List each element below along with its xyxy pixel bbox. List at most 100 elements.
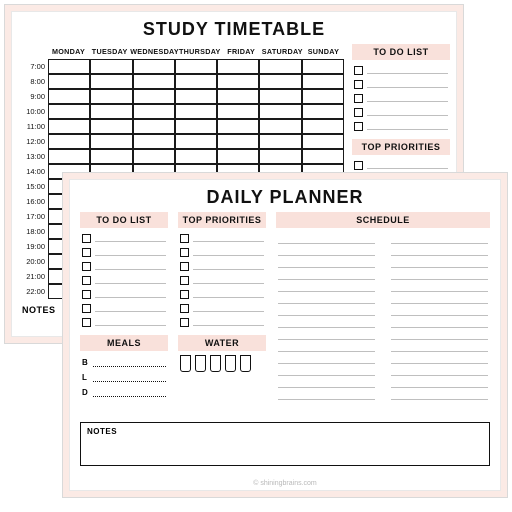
schedule-line[interactable] [391,352,488,364]
timetable-cell[interactable] [259,149,301,164]
timetable-cell[interactable] [48,74,90,89]
schedule-line[interactable] [391,376,488,388]
check-line[interactable] [354,91,448,105]
timetable-cell[interactable] [175,134,217,149]
timetable-cell[interactable] [259,89,301,104]
timetable-cell[interactable] [175,104,217,119]
meal-row[interactable]: D [82,385,166,400]
schedule-line[interactable] [278,328,375,340]
timetable-cell[interactable] [259,104,301,119]
water-glass-icon[interactable] [225,355,236,372]
water-glass-icon[interactable] [195,355,206,372]
timetable-cell[interactable] [217,74,259,89]
timetable-cell[interactable] [133,149,175,164]
check-line[interactable] [82,259,166,273]
timetable-cell[interactable] [133,59,175,74]
schedule-line[interactable] [278,244,375,256]
schedule-line[interactable] [391,328,488,340]
check-line[interactable] [180,259,264,273]
schedule-line[interactable] [278,256,375,268]
schedule-line[interactable] [391,256,488,268]
schedule-line[interactable] [391,304,488,316]
check-line[interactable] [82,245,166,259]
schedule-line[interactable] [278,364,375,376]
schedule-line[interactable] [391,292,488,304]
check-line[interactable] [82,231,166,245]
timetable-cell[interactable] [175,149,217,164]
schedule-line[interactable] [391,316,488,328]
timetable-cell[interactable] [302,119,344,134]
schedule-line[interactable] [391,268,488,280]
schedule-line[interactable] [391,232,488,244]
check-line[interactable] [180,287,264,301]
check-line[interactable] [354,105,448,119]
check-line[interactable] [82,301,166,315]
timetable-cell[interactable] [259,119,301,134]
timetable-cell[interactable] [302,104,344,119]
schedule-line[interactable] [391,244,488,256]
timetable-cell[interactable] [90,134,132,149]
schedule-line[interactable] [391,340,488,352]
check-line[interactable] [354,63,448,77]
timetable-cell[interactable] [302,74,344,89]
timetable-cell[interactable] [175,59,217,74]
timetable-cell[interactable] [175,119,217,134]
timetable-cell[interactable] [133,104,175,119]
timetable-cell[interactable] [217,119,259,134]
timetable-cell[interactable] [48,149,90,164]
timetable-cell[interactable] [302,134,344,149]
schedule-line[interactable] [278,292,375,304]
timetable-cell[interactable] [133,74,175,89]
timetable-cell[interactable] [48,134,90,149]
meal-row[interactable]: B [82,355,166,370]
timetable-cell[interactable] [259,134,301,149]
timetable-cell[interactable] [48,89,90,104]
timetable-cell[interactable] [90,104,132,119]
timetable-cell[interactable] [48,119,90,134]
meal-row[interactable]: L [82,370,166,385]
timetable-cell[interactable] [90,59,132,74]
schedule-line[interactable] [278,388,375,400]
check-line[interactable] [180,273,264,287]
schedule-line[interactable] [391,280,488,292]
check-line[interactable] [180,231,264,245]
water-glass-icon[interactable] [240,355,251,372]
schedule-line[interactable] [278,352,375,364]
schedule-line[interactable] [278,280,375,292]
check-line[interactable] [82,315,166,329]
timetable-cell[interactable] [48,104,90,119]
timetable-cell[interactable] [133,119,175,134]
check-line[interactable] [82,287,166,301]
timetable-cell[interactable] [259,74,301,89]
schedule-line[interactable] [391,388,488,400]
timetable-cell[interactable] [175,74,217,89]
timetable-cell[interactable] [302,149,344,164]
timetable-cell[interactable] [48,59,90,74]
timetable-cell[interactable] [217,104,259,119]
schedule-line[interactable] [278,304,375,316]
check-line[interactable] [180,245,264,259]
timetable-cell[interactable] [259,59,301,74]
timetable-cell[interactable] [217,134,259,149]
timetable-cell[interactable] [175,89,217,104]
schedule-line[interactable] [278,268,375,280]
timetable-cell[interactable] [90,89,132,104]
timetable-cell[interactable] [90,149,132,164]
water-glass-icon[interactable] [210,355,221,372]
schedule-line[interactable] [391,364,488,376]
schedule-line[interactable] [278,376,375,388]
timetable-cell[interactable] [302,89,344,104]
check-line[interactable] [180,315,264,329]
timetable-cell[interactable] [217,59,259,74]
check-line[interactable] [354,158,448,172]
check-line[interactable] [82,273,166,287]
timetable-cell[interactable] [133,89,175,104]
check-line[interactable] [354,119,448,133]
timetable-cell[interactable] [133,134,175,149]
schedule-line[interactable] [278,316,375,328]
water-glass-icon[interactable] [180,355,191,372]
timetable-cell[interactable] [302,59,344,74]
check-line[interactable] [180,301,264,315]
timetable-cell[interactable] [90,119,132,134]
timetable-cell[interactable] [217,149,259,164]
